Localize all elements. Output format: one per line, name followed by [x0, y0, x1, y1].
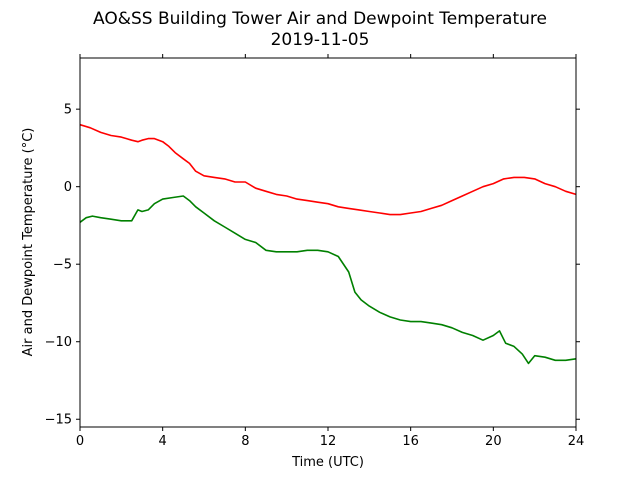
x-axis-label: Time (UTC) — [291, 455, 364, 470]
y-tick-label: −15 — [45, 413, 72, 428]
chart-title: AO&SS Building Tower Air and Dewpoint Te… — [93, 9, 547, 29]
x-axis: 0 4 8 12 16 20 24 — [76, 54, 584, 449]
series-line-2 — [79, 195, 577, 365]
x-tick-label: 0 — [76, 434, 84, 449]
chart-subtitle: 2019-11-05 — [271, 30, 370, 50]
x-tick-label: 20 — [485, 434, 502, 449]
y-tick-label: 0 — [64, 180, 72, 195]
y-tick-label: −10 — [45, 335, 72, 350]
x-tick-label: 16 — [402, 434, 419, 449]
series-line-1 — [79, 123, 577, 216]
y-tick-label: −5 — [53, 258, 72, 273]
x-tick-label: 8 — [241, 434, 249, 449]
x-tick-label: 4 — [159, 434, 167, 449]
y-axis-label: Air and Dewpoint Temperature (°C) — [21, 128, 36, 357]
y-tick-label: 5 — [64, 103, 72, 118]
series-layer — [79, 123, 577, 365]
x-tick-label: 24 — [568, 434, 585, 449]
plot-area-frame — [79, 57, 577, 428]
x-tick-label: 12 — [320, 434, 337, 449]
y-axis: −15 −10 −5 0 5 — [45, 103, 580, 428]
